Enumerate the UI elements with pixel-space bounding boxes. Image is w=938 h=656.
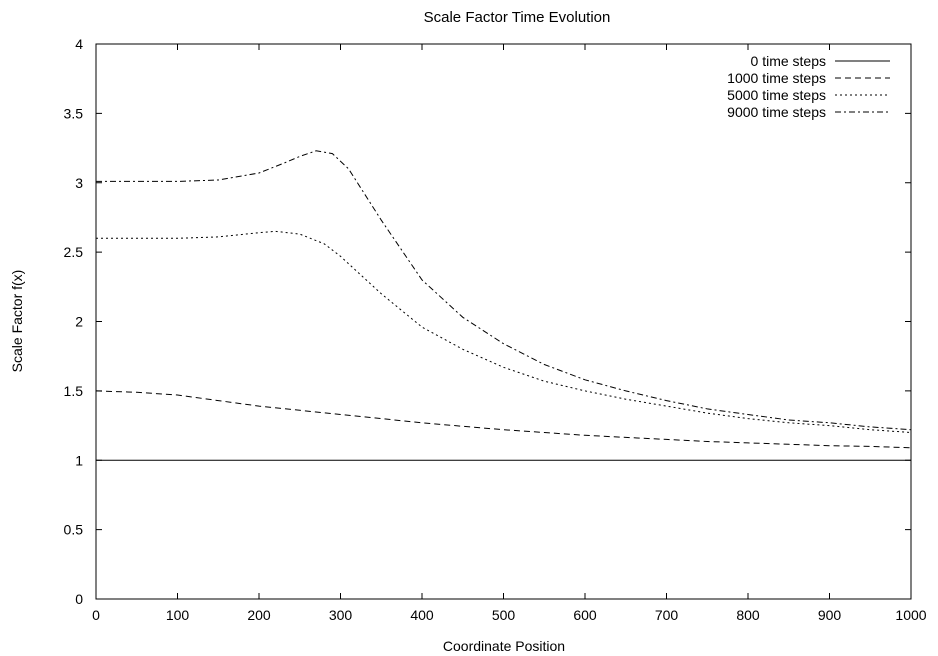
y-tick-label: 3.5 xyxy=(64,105,84,121)
legend-label: 0 time steps xyxy=(751,53,826,69)
x-tick-label: 400 xyxy=(410,607,434,623)
x-tick-label: 0 xyxy=(92,607,100,623)
y-tick-label: 0 xyxy=(75,591,83,607)
x-tick-label: 800 xyxy=(736,607,760,623)
y-tick-label: 3 xyxy=(75,175,83,191)
legend-label: 9000 time steps xyxy=(727,104,826,120)
x-tick-label: 900 xyxy=(818,607,842,623)
series-lines xyxy=(95,150,912,461)
x-tick-label: 100 xyxy=(166,607,190,623)
legend-label: 5000 time steps xyxy=(727,87,826,103)
x-tick-label: 500 xyxy=(492,607,516,623)
x-tick-label: 700 xyxy=(655,607,679,623)
chart-title: Scale Factor Time Evolution xyxy=(424,9,611,26)
axes: 0 100 200 300 400 500 600 700 800 900 1000 0 0.5 1 1.5… xyxy=(64,36,927,623)
series-line-4 xyxy=(96,150,912,431)
y-tick-label: 2 xyxy=(75,314,83,330)
y-tick-label: 4 xyxy=(75,36,83,52)
x-tick-label: 600 xyxy=(573,607,597,623)
plot-frame xyxy=(95,43,912,600)
x-tick-label: 200 xyxy=(247,607,271,623)
series-line-3 xyxy=(96,230,912,433)
y-tick-label: 2.5 xyxy=(64,244,84,260)
legend-label: 1000 time steps xyxy=(727,70,826,86)
x-axis-title: Coordinate Position xyxy=(443,638,565,654)
y-tick-label: 1 xyxy=(75,452,83,468)
y-tick-label: 0.5 xyxy=(64,522,84,538)
x-tick-label: 1000 xyxy=(895,607,926,623)
x-tick-label: 300 xyxy=(329,607,353,623)
y-tick-label: 1.5 xyxy=(64,383,84,399)
y-axis-title: Scale Factor f(x) xyxy=(9,270,25,373)
series-line-2 xyxy=(95,390,912,449)
